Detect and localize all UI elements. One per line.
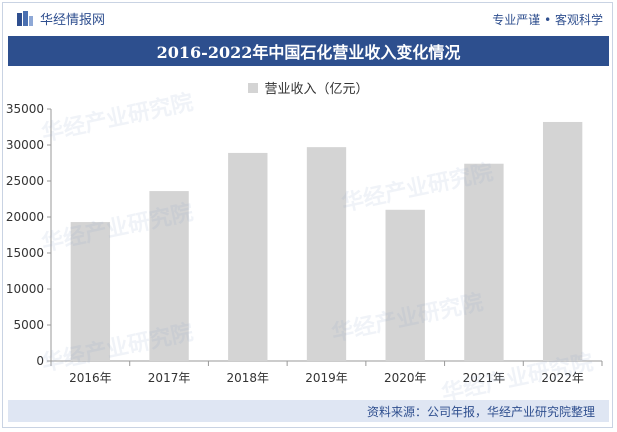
x-axis: 2016年 2017年 2018年 2019年 2020年 2021年 2022年 xyxy=(50,360,603,385)
x-tick-label: 2022年 xyxy=(541,371,584,385)
source-note: 资料来源：公司年报，华经产业研究院整理 xyxy=(366,405,595,419)
x-tick-label: 2019年 xyxy=(305,371,348,385)
top-bar: 华经情报网 专业严谨 • 客观科学 xyxy=(0,0,617,34)
x-tick-label: 2021年 xyxy=(463,371,506,385)
chart-legend: 营业收入（亿元） xyxy=(0,78,617,97)
legend-swatch xyxy=(248,82,259,93)
y-tick-label: 20000 xyxy=(6,210,44,224)
y-tick-label: 15000 xyxy=(6,246,44,260)
footer: 资料来源：公司年报，华经产业研究院整理 xyxy=(8,400,609,422)
bar-2020年 xyxy=(385,209,425,361)
bars xyxy=(70,121,583,362)
bar-2022年 xyxy=(542,121,583,362)
title-bar: 2016-2022年中国石化营业收入变化情况 xyxy=(8,36,609,66)
y-tick-label: 35000 xyxy=(6,102,44,116)
y-axis: 0 5000 10000 15000 20000 25000 30000 35000 xyxy=(6,102,52,368)
x-tick-label: 2017年 xyxy=(148,371,191,385)
slogan: 专业严谨 • 客观科学 xyxy=(492,13,603,27)
chart-title: 2016-2022年中国石化营业收入变化情况 xyxy=(156,43,461,62)
legend-label: 营业收入（亿元） xyxy=(264,82,369,97)
bar-2018年 xyxy=(228,152,268,361)
brand[interactable]: 华经情报网 xyxy=(16,9,105,28)
bar-2019年 xyxy=(306,147,347,361)
y-tick-label: 30000 xyxy=(6,138,44,152)
brand-name: 华经情报网 xyxy=(40,13,106,28)
y-tick-label: 10000 xyxy=(6,282,44,296)
y-tick-label: 25000 xyxy=(6,174,44,188)
y-tick-label: 0 xyxy=(36,354,44,368)
y-tick-label: 5000 xyxy=(13,318,44,332)
x-tick-label: 2016年 xyxy=(69,371,112,385)
x-tick-label: 2018年 xyxy=(227,371,270,385)
bar-2016年 xyxy=(70,222,111,361)
bar-2017年 xyxy=(149,191,189,361)
bar-2021年 xyxy=(464,163,504,361)
outer-frame xyxy=(2,2,613,428)
x-tick-label: 2020年 xyxy=(384,371,427,385)
brand-logo-icon xyxy=(17,10,33,26)
